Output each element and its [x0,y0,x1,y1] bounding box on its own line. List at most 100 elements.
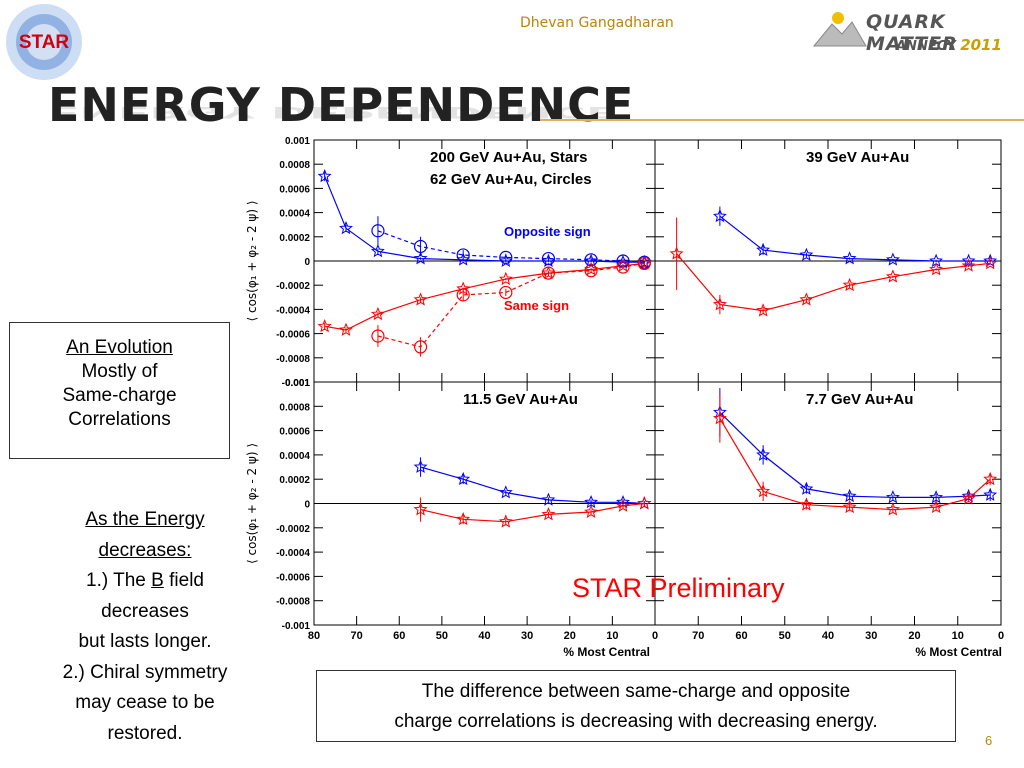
y-tick-label: 0.0004 [279,451,310,462]
star-logo: STAR [6,4,82,80]
star-marker [498,271,513,286]
fit-line [719,215,991,262]
y-tick-label: -0.0004 [276,305,310,316]
energy-item-line: may cease to be [75,692,215,713]
energy-item-text: field [163,570,204,591]
x-tick-label: 80 [308,630,320,642]
star-marker [799,497,814,511]
slide-title-reflection: ENERGY DEPENDENCE [48,103,618,122]
star-marker [370,306,385,321]
star-marker [637,254,652,269]
circle-marker [616,260,630,274]
panel-plot-area [413,457,652,528]
energy-item-line: restored. [107,722,183,744]
y-tick-label: -0.0002 [276,524,310,535]
x-tick-label: 40 [822,630,834,642]
star-marker [456,471,471,486]
quark-matter-logo [812,12,867,47]
y-axis-label: ⟨ cos(φ₁ + φ₂ - 2 ψ) ⟩ [245,200,259,321]
fit-line [719,418,991,511]
x-tick-label: 60 [393,630,405,642]
star-marker [929,262,944,276]
same-sign-label: Same sign [504,298,569,313]
slide-title: ENERGY DEPENDENCE [48,78,635,132]
energy-dependence-chart: 200 GeV Au+Au, Stars 62 GeV Au+Au, Circle… [245,136,1004,659]
circle-marker [499,250,513,264]
star-marker [885,252,900,266]
page-number: 6 [985,733,993,748]
panel-title: 39 GeV Au+Au [806,149,909,166]
fit-line [420,466,645,505]
star-marker [983,471,998,486]
circle-marker [456,248,470,262]
conclusion-box: The difference between same-charge and o… [316,670,956,742]
title-rule [540,119,1024,121]
star-marker [712,208,727,223]
star-marker [413,251,428,265]
panel-plot-area [317,168,652,357]
panel-title: 7.7 GeV Au+Au [806,391,913,408]
circle-marker [541,251,556,266]
panel-title: 11.5 GeV Au+Au [463,391,578,408]
y-tick-label: 0.0008 [279,160,310,171]
y-tick-label: -0.0002 [276,281,310,292]
star-marker [712,297,727,311]
y-tick-label: 0.001 [285,378,310,389]
star-marker [339,322,353,336]
energy-heading: decreases: [98,539,192,561]
x-tick-label: 70 [692,630,704,642]
x-tick-label: 0 [652,630,658,642]
chart-panel: 7.7 GeV Au+Au [654,381,1002,626]
star-marker [842,251,857,265]
conference-year: 2011 [960,36,1002,54]
panel-title: 200 GeV Au+Au, Stars [430,149,587,166]
energy-heading: As the Energy [85,509,205,530]
star-marker [799,247,814,261]
star-marker [799,292,814,306]
star-preliminary-label: STAR Preliminary [572,573,785,603]
y-axis-label: ⟨ cos(φ₁ + φ₂ - 2 ψ) ⟩ [245,443,259,564]
x-tick-label: 40 [478,630,490,642]
star-marker [669,246,684,260]
evolution-heading: An Evolution [66,337,173,358]
circle-marker [371,329,385,343]
star-marker [413,502,428,516]
conclusion-line: charge correlations is decreasing with d… [394,711,878,732]
fit-line [420,502,645,523]
y-tick-label: 0.001 [285,136,310,147]
circle-marker [499,285,513,300]
circle-marker [637,256,651,271]
circle-marker [541,266,556,280]
star-marker [983,256,998,270]
star-marker [756,303,771,317]
star-marker [317,318,332,333]
energy-item-1: 1.) The B field [30,566,260,597]
star-marker [616,498,630,512]
y-tick-label: -0.0006 [276,572,310,583]
evolution-box: An Evolution Mostly of Same-charge Corre… [9,322,230,459]
star-marker [842,488,857,503]
author-name: Dhevan Gangadharan [520,15,674,31]
conference-title: QUARK MATTER [866,11,958,55]
panel-title: 62 GeV Au+Au, Circles [430,171,592,188]
star-marker [961,491,976,505]
y-tick-label: -0.001 [282,621,311,632]
y-tick-label: -0.0008 [276,597,310,608]
star-marker [584,504,599,518]
star-marker [413,292,428,306]
star-marker [616,258,630,272]
chart-panel: 11.5 GeV Au+Au [313,381,656,626]
y-tick-label: 0.0002 [279,475,310,486]
y-tick-label: 0.0006 [279,184,310,195]
star-logo-text: STAR [19,32,70,53]
energy-item-text: 1.) The [86,570,152,591]
y-tick-label: 0.0008 [279,402,310,413]
y-tick-label: 0 [304,500,310,511]
y-tick-label: 0.0006 [279,427,310,438]
dashed-fit-line [377,262,645,348]
energy-item-2: 2.) Chiral symmetry [62,661,228,683]
x-tick-label: 10 [952,630,964,642]
circle-marker [584,264,598,278]
star-marker [317,168,332,183]
star-marker [799,481,814,495]
